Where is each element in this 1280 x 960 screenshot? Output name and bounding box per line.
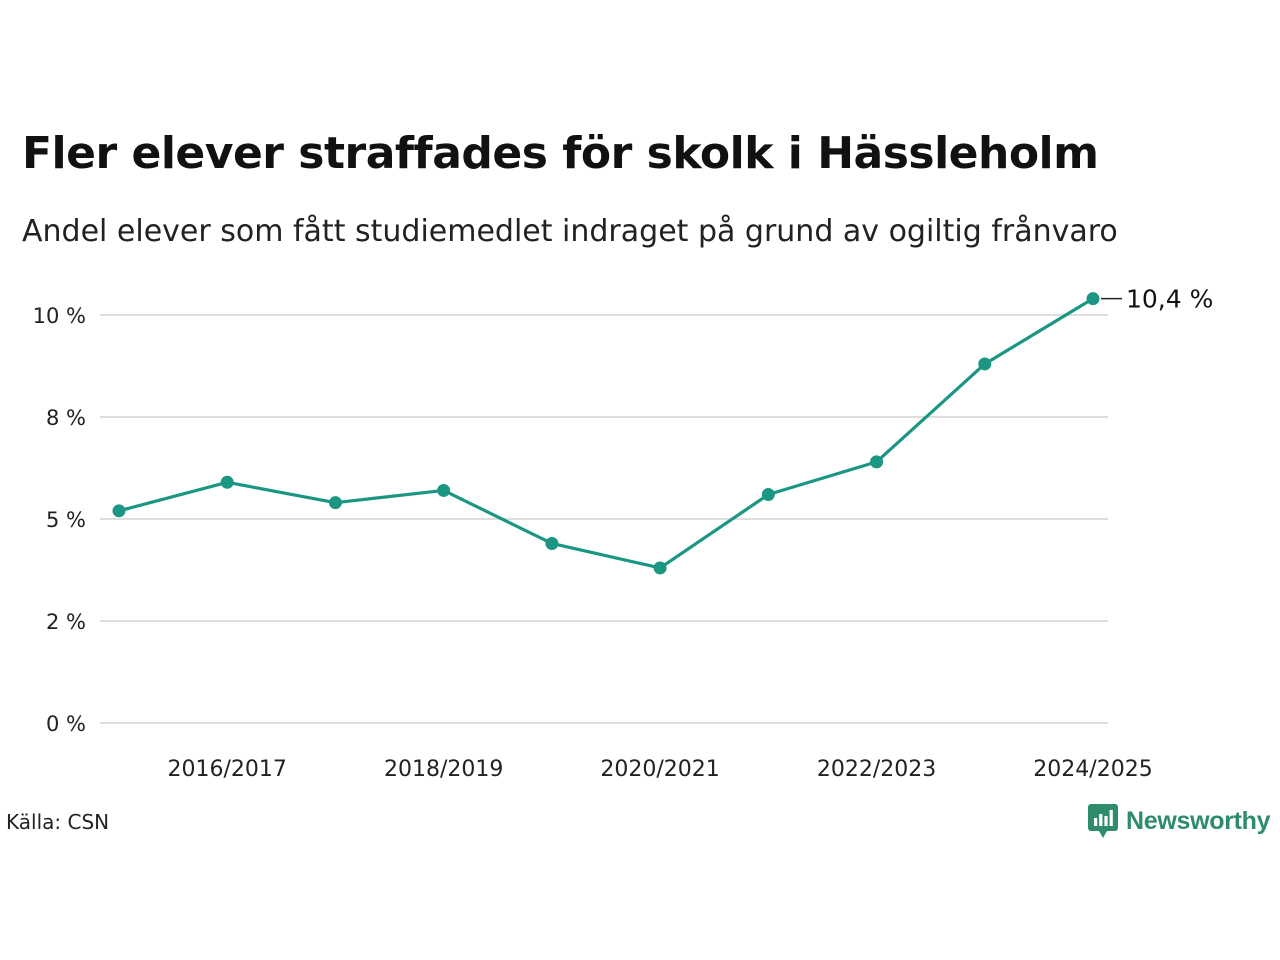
x-tick-label: 2024/2025 [1033,757,1152,782]
newsworthy-icon [1088,804,1118,838]
series-line [117,297,1095,570]
data-point [978,357,992,371]
y-axis-tick-labels: 0 % 2 % 5 % 8 % 10 % [33,304,86,736]
end-value-label: 10,4 % [1126,285,1213,314]
data-point [1086,292,1100,306]
data-point [437,483,451,497]
data-point [112,504,126,518]
x-tick-label: 2018/2019 [384,757,503,782]
data-points [112,292,1100,575]
y-tick-label: 8 % [46,406,86,430]
y-tick-label: 5 % [46,508,86,532]
y-tick-label: 2 % [46,610,86,634]
data-point [870,455,884,469]
data-point [220,475,234,489]
gridlines [100,314,1108,724]
x-axis-tick-labels: 2016/2017 2018/2019 2020/2021 2022/2023 2024… [168,757,1153,782]
chart-subtitle: Andel elever som fått studiemedlet indra… [22,214,1118,249]
data-point [653,561,667,575]
data-point [545,536,559,550]
data-point [328,496,342,510]
x-tick-label: 2022/2023 [817,757,936,782]
x-tick-label: 2016/2017 [168,757,287,782]
chart-title: Fler elever straffades för skolk i Hässl… [22,128,1099,179]
y-tick-label: 0 % [46,712,86,736]
data-point [761,488,775,502]
y-tick-label: 10 % [33,304,86,328]
end-label-group: 10,4 % [1101,285,1213,314]
x-tick-label: 2020/2021 [600,757,719,782]
series [117,297,1095,570]
brand-name: Newsworthy [1126,806,1271,835]
newsworthy-logo: Newsworthy [1088,804,1271,838]
source-note: Källa: CSN [6,810,110,834]
